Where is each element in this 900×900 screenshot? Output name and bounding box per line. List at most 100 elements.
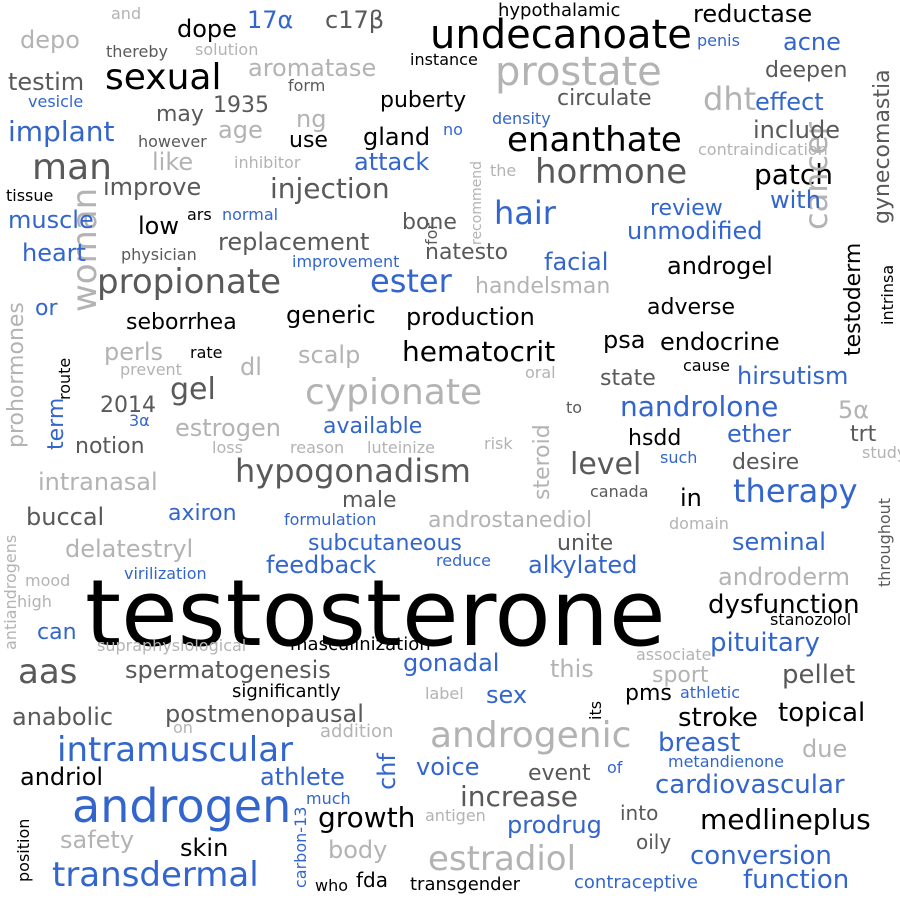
word: puberty xyxy=(380,88,467,113)
word: production xyxy=(406,303,535,331)
word: event xyxy=(528,761,591,786)
word: stroke xyxy=(678,703,758,733)
word: 17α xyxy=(247,6,294,34)
word: however xyxy=(138,132,207,151)
word: pituitary xyxy=(710,628,820,658)
word: hsdd xyxy=(628,426,682,451)
word: physician xyxy=(121,245,197,264)
word: dl xyxy=(240,353,262,381)
word: normal xyxy=(222,205,279,224)
word: muscle xyxy=(8,206,94,234)
word: mood xyxy=(25,571,71,590)
word: vesicle xyxy=(28,92,84,111)
word: hair xyxy=(494,194,556,232)
word: route xyxy=(55,357,74,400)
word: oral xyxy=(525,363,556,382)
word: and xyxy=(111,4,142,23)
word: thereby xyxy=(106,42,168,61)
word: study xyxy=(862,443,900,462)
word: reductase xyxy=(693,0,813,28)
word: improve xyxy=(103,173,202,201)
word: ars xyxy=(187,205,212,224)
word: testim xyxy=(8,68,85,96)
word: natesto xyxy=(425,240,509,265)
word: seminal xyxy=(732,528,826,556)
word: gonadal xyxy=(403,649,500,677)
word: penis xyxy=(697,31,740,50)
word: athlete xyxy=(260,763,345,791)
word: aas xyxy=(18,652,78,692)
word: on xyxy=(173,718,193,737)
word: estradiol xyxy=(428,839,577,879)
word: spermatogenesis xyxy=(125,656,331,684)
word: such xyxy=(660,448,698,467)
word: of xyxy=(607,758,623,777)
word: addition xyxy=(320,721,394,742)
word: with xyxy=(770,186,821,214)
word: undecanoate xyxy=(430,12,692,58)
word: high xyxy=(17,592,52,611)
word: masculinization xyxy=(290,634,431,655)
word: luteinize xyxy=(367,438,435,457)
word: intramuscular xyxy=(57,730,294,770)
word: man xyxy=(32,147,112,188)
word: associate xyxy=(636,645,712,664)
word: contraceptive xyxy=(574,872,698,893)
word: testoderm xyxy=(841,242,866,356)
word: 2014 xyxy=(100,393,156,418)
word: ether xyxy=(727,420,792,448)
word: intrinsa xyxy=(878,264,897,325)
word: hypogonadism xyxy=(235,452,471,490)
word: instance xyxy=(410,50,478,69)
word: safety xyxy=(60,826,135,854)
word: pms xyxy=(625,681,672,706)
word: anabolic xyxy=(12,703,114,731)
word: inhibitor xyxy=(234,153,301,172)
word: male xyxy=(342,488,397,513)
word: desire xyxy=(732,450,800,475)
word: medlineplus xyxy=(700,803,871,836)
word: endocrine xyxy=(660,328,780,356)
word: cypionate xyxy=(305,372,483,413)
word: estrogen xyxy=(175,414,281,442)
word: reason xyxy=(290,438,345,457)
word: facial xyxy=(544,248,609,276)
word: age xyxy=(218,116,263,144)
word: hirsutism xyxy=(737,362,849,390)
word: adverse xyxy=(647,295,736,320)
word: sex xyxy=(486,681,528,709)
word: improvement xyxy=(292,252,400,271)
word: sexual xyxy=(105,57,222,98)
word: prevent xyxy=(120,360,182,379)
word: supraphysiological xyxy=(97,636,247,655)
word: body xyxy=(328,836,388,864)
word: use xyxy=(289,128,328,153)
word: topical xyxy=(778,698,866,728)
word: include xyxy=(753,116,840,144)
word: may xyxy=(156,102,204,127)
word: voice xyxy=(416,753,480,781)
word: prodrug xyxy=(507,811,602,839)
word: pellet xyxy=(782,660,856,690)
word: function xyxy=(743,865,850,895)
word: available xyxy=(323,414,423,439)
word: hematocrit xyxy=(402,335,556,368)
word: androgel xyxy=(667,252,773,280)
word: review xyxy=(650,196,723,221)
word: or xyxy=(35,296,58,321)
word: cause xyxy=(683,356,730,375)
word: trt xyxy=(850,422,877,447)
word: transdermal xyxy=(52,855,259,895)
word: androgenic xyxy=(430,715,632,756)
word: circulate xyxy=(557,86,652,111)
word: term xyxy=(44,397,69,450)
word: therapy xyxy=(733,472,858,510)
word: this xyxy=(550,655,594,683)
word: cardiovascular xyxy=(655,770,845,800)
word: ng xyxy=(296,105,327,133)
word: handelsman xyxy=(475,274,611,299)
word: intranasal xyxy=(38,468,158,496)
word: 1935 xyxy=(213,93,269,118)
word: unmodified xyxy=(627,217,763,245)
